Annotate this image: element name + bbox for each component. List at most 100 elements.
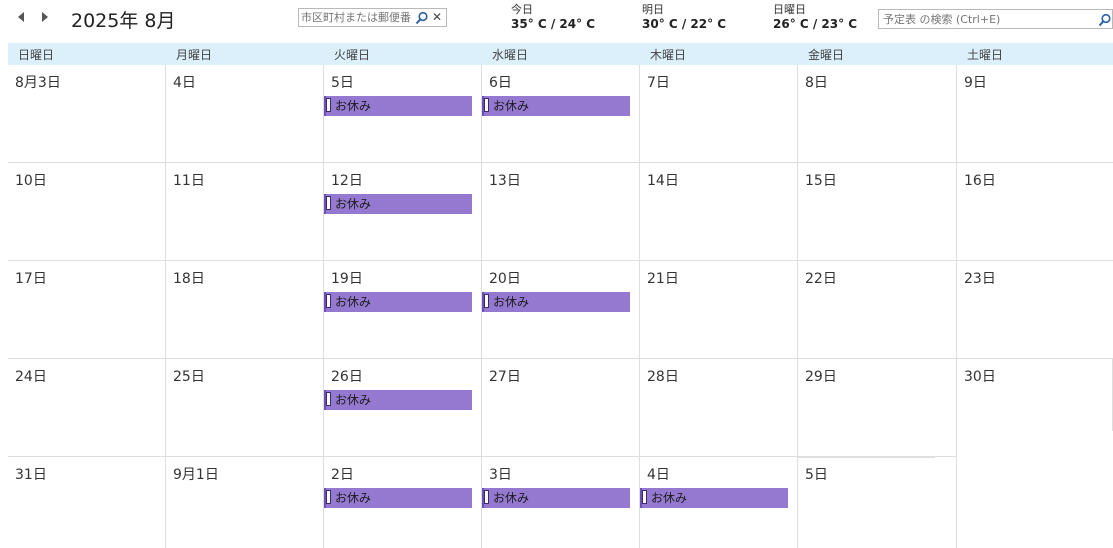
day-cell[interactable]: 27日 xyxy=(482,359,640,457)
location-search-box[interactable]: ✕ xyxy=(298,8,447,27)
event-title: お休み xyxy=(335,295,372,309)
weather-sunday[interactable]: 日曜日 26° C / 23° C xyxy=(773,3,857,32)
next-month-icon[interactable] xyxy=(42,12,48,22)
calendar-search-input[interactable] xyxy=(883,11,1083,27)
day-cell[interactable]: 4日 xyxy=(166,65,324,163)
event-status-marker xyxy=(484,490,489,504)
weather-day-label: 明日 xyxy=(642,3,664,16)
day-cell[interactable]: 17日 xyxy=(8,261,166,359)
day-cell[interactable]: 31日 xyxy=(8,457,166,548)
event-holiday[interactable]: お休み xyxy=(324,194,472,214)
day-cell[interactable]: 7日 xyxy=(640,65,798,163)
day-cell[interactable]: 14日 xyxy=(640,163,798,261)
day-number: 30日 xyxy=(964,369,996,385)
day-number: 27日 xyxy=(489,369,521,385)
event-status-marker xyxy=(326,392,331,406)
event-title: お休み xyxy=(335,197,372,211)
day-cell[interactable]: 9日 xyxy=(957,65,1113,163)
day-cell[interactable]: 20日 お休み xyxy=(482,261,640,359)
day-cell[interactable]: 5日お休み xyxy=(324,65,482,163)
day-cell[interactable]: 10日 xyxy=(8,163,166,261)
day-number: 3日 xyxy=(489,467,512,483)
weather-day-label: 今日 xyxy=(511,3,533,16)
weather-day-label: 日曜日 xyxy=(773,3,806,16)
day-cell[interactable]: 8月3日 xyxy=(8,65,166,163)
event-holiday[interactable]: お休み xyxy=(640,488,788,508)
day-cell[interactable]: 23日 xyxy=(957,261,1113,359)
day-number: 11日 xyxy=(173,173,205,189)
weekday-wednesday: 水曜日 xyxy=(492,48,529,62)
event-holiday[interactable]: お休み xyxy=(482,488,630,508)
day-number: 29日 xyxy=(805,369,837,385)
month-grid: 8月3日 4日 5日 お休み 6日 お休み 7日 8日 9日 10日 11日 12日 お休み 13日 14日… xyxy=(0,65,1113,548)
close-icon[interactable]: ✕ xyxy=(432,10,443,24)
day-cell[interactable]: 2日 お休み xyxy=(324,457,482,548)
event-holiday[interactable]: お休み xyxy=(482,292,630,312)
location-input[interactable] xyxy=(301,10,411,25)
day-number: 24日 xyxy=(15,369,47,385)
day-number: 31日 xyxy=(15,467,47,483)
day-number: 4日 xyxy=(173,75,196,91)
month-title: 2025年 8月 xyxy=(71,10,176,32)
day-cell[interactable]: 13日 xyxy=(482,163,640,261)
day-number: 7日 xyxy=(647,75,670,91)
day-number: 4日 xyxy=(647,467,670,483)
day-number: 15日 xyxy=(805,173,837,189)
day-cell[interactable]: 18日 xyxy=(166,261,324,359)
day-cell[interactable]: 28日 xyxy=(640,359,798,457)
day-cell[interactable]: 16日 xyxy=(957,163,1113,261)
event-holiday[interactable]: お休み xyxy=(324,390,472,410)
weekday-header: 日曜日 月曜日 火曜日 水曜日 木曜日 金曜日 土曜日 xyxy=(8,43,1113,65)
day-number: 6日 xyxy=(489,75,512,91)
day-cell[interactable]: 11日 xyxy=(166,163,324,261)
day-number: 25日 xyxy=(173,369,205,385)
event-holiday[interactable]: お休み xyxy=(324,488,472,508)
row-divider xyxy=(798,457,935,458)
day-cell[interactable]: 29日 xyxy=(798,359,957,457)
event-title: お休み xyxy=(335,99,372,113)
day-cell[interactable]: 19日お休み xyxy=(324,261,482,359)
event-title: お休み xyxy=(651,491,688,505)
event-title: お休み xyxy=(493,99,530,113)
day-number: 22日 xyxy=(805,271,837,287)
weather-today[interactable]: 今日 35° C / 24° C xyxy=(511,3,595,32)
event-holiday[interactable]: お休み xyxy=(324,96,472,116)
day-cell[interactable]: 3日お休み xyxy=(482,457,640,548)
day-number: 9月1日 xyxy=(173,467,219,483)
day-cell[interactable]: 12日お休み xyxy=(324,163,482,261)
search-icon[interactable] xyxy=(415,11,429,25)
day-cell[interactable]: 5日 xyxy=(798,457,957,548)
weekday-monday: 月曜日 xyxy=(176,48,213,62)
day-cell[interactable]: 21日 xyxy=(640,261,798,359)
day-cell[interactable]: 9月1日 xyxy=(166,457,324,548)
search-icon[interactable] xyxy=(1098,13,1112,27)
weather-tomorrow[interactable]: 明日 30° C / 22° C xyxy=(642,3,726,32)
day-number: 12日 xyxy=(331,173,363,189)
day-cell[interactable]: 22日 xyxy=(798,261,957,359)
day-cell[interactable]: 25日 xyxy=(166,359,324,457)
weekday-tuesday: 火曜日 xyxy=(334,48,371,62)
day-cell[interactable]: 6日お休み xyxy=(482,65,640,163)
day-cell[interactable]: 15日 xyxy=(798,163,957,261)
day-number: 14日 xyxy=(647,173,679,189)
day-number: 23日 xyxy=(964,271,996,287)
day-cell[interactable]: 4日お休み xyxy=(640,457,798,548)
weekday-thursday: 木曜日 xyxy=(650,48,687,62)
event-holiday[interactable]: お休み xyxy=(482,96,630,116)
day-number: 5日 xyxy=(331,75,354,91)
event-status-marker xyxy=(484,294,489,308)
day-number: 5日 xyxy=(805,467,828,483)
event-title: お休み xyxy=(493,491,530,505)
calendar-search-box[interactable] xyxy=(878,9,1113,29)
day-cell[interactable]: 24日 xyxy=(8,359,166,457)
previous-month-icon[interactable] xyxy=(18,12,24,22)
day-number: 28日 xyxy=(647,369,679,385)
day-cell[interactable]: 26日 お休み xyxy=(324,359,482,457)
day-cell[interactable]: 8日 xyxy=(798,65,957,163)
weekday-sunday: 日曜日 xyxy=(18,48,55,62)
event-status-marker xyxy=(326,98,331,112)
event-title: お休み xyxy=(335,491,372,505)
day-number: 19日 xyxy=(331,271,363,287)
day-cell[interactable]: 30日 xyxy=(957,359,1113,431)
event-holiday[interactable]: お休み xyxy=(324,292,472,312)
